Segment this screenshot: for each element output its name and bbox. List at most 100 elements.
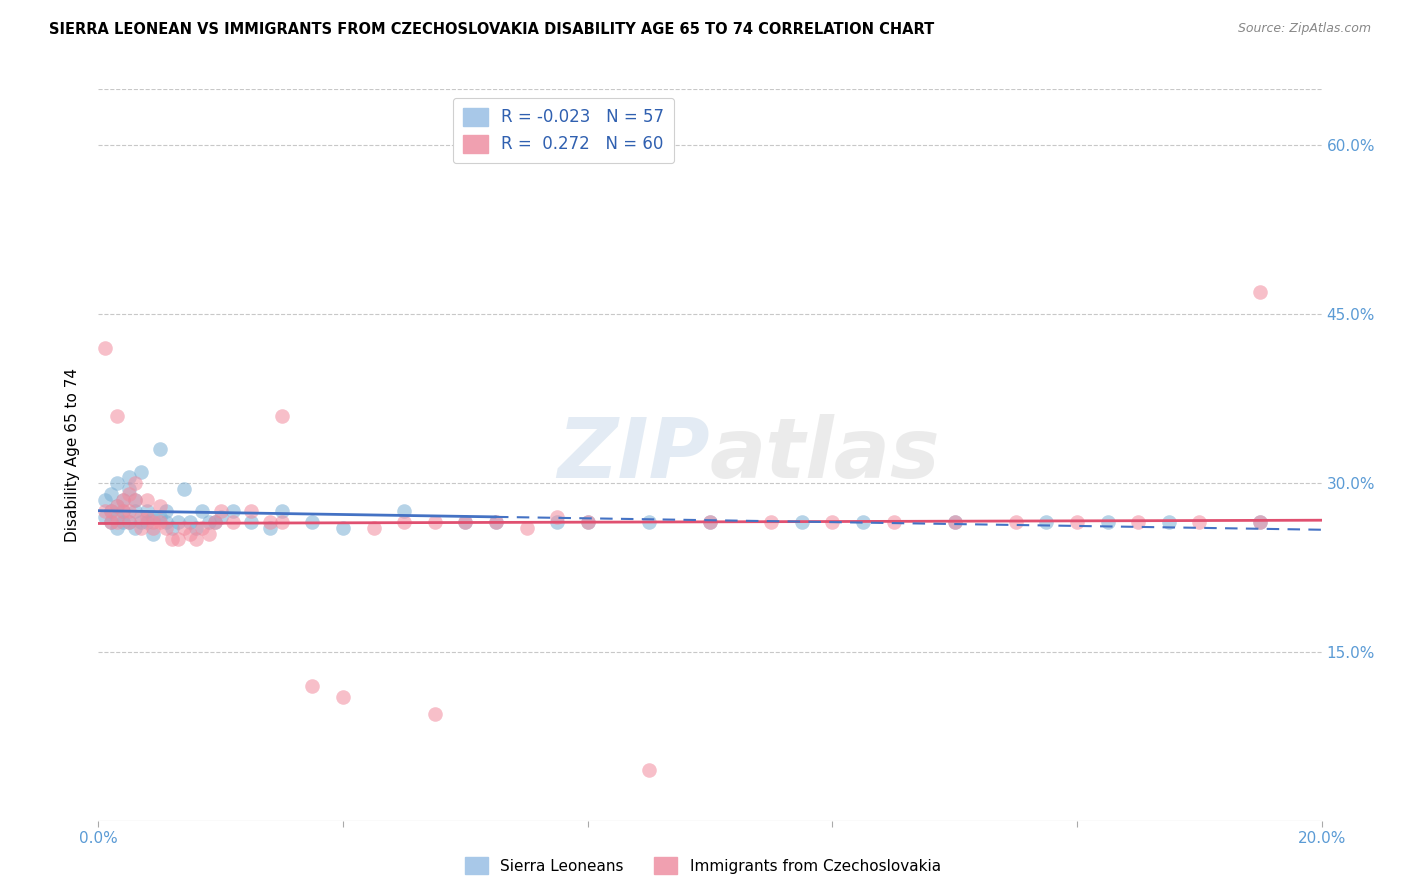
Point	[186, 533, 208, 547]
Point	[191, 521, 214, 535]
Point	[167, 533, 190, 547]
Point	[155, 516, 177, 530]
Point	[197, 526, 219, 541]
Y-axis label: Disability Age 65 to 74: Disability Age 65 to 74	[65, 368, 80, 542]
Point	[270, 516, 292, 530]
Point	[392, 516, 416, 530]
Point	[100, 504, 122, 518]
Point	[576, 516, 599, 530]
Point	[1097, 516, 1119, 530]
Point	[93, 504, 115, 518]
Point	[363, 521, 385, 535]
Point	[105, 409, 128, 423]
Point	[759, 516, 782, 530]
Point	[111, 504, 134, 518]
Point	[160, 533, 183, 547]
Point	[100, 516, 122, 530]
Point	[301, 679, 323, 693]
Point	[149, 442, 172, 457]
Point	[118, 470, 141, 484]
Point	[100, 504, 122, 518]
Text: SIERRA LEONEAN VS IMMIGRANTS FROM CZECHOSLOVAKIA DISABILITY AGE 65 TO 74 CORRELA: SIERRA LEONEAN VS IMMIGRANTS FROM CZECHO…	[49, 22, 935, 37]
Point	[332, 521, 354, 535]
Point	[699, 516, 721, 530]
Point	[118, 504, 141, 518]
Point	[852, 516, 875, 530]
Legend: R = -0.023   N = 57, R =  0.272   N = 60: R = -0.023 N = 57, R = 0.272 N = 60	[453, 97, 673, 163]
Point	[943, 516, 966, 530]
Point	[142, 509, 165, 524]
Point	[136, 492, 159, 507]
Point	[136, 509, 159, 524]
Text: atlas: atlas	[710, 415, 941, 495]
Point	[270, 504, 292, 518]
Point	[1004, 516, 1026, 530]
Point	[270, 409, 292, 423]
Point	[111, 516, 134, 530]
Point	[111, 492, 134, 507]
Text: Source: ZipAtlas.com: Source: ZipAtlas.com	[1237, 22, 1371, 36]
Point	[124, 476, 146, 491]
Point	[546, 516, 568, 530]
Point	[209, 504, 232, 518]
Point	[155, 521, 177, 535]
Point	[222, 516, 245, 530]
Text: ZIP: ZIP	[557, 415, 710, 495]
Point	[105, 476, 128, 491]
Point	[136, 504, 159, 518]
Point	[118, 487, 141, 501]
Point	[93, 492, 115, 507]
Point	[142, 521, 165, 535]
Point	[301, 516, 323, 530]
Point	[105, 499, 128, 513]
Point	[1249, 285, 1271, 299]
Point	[1188, 516, 1211, 530]
Point	[191, 504, 214, 518]
Point	[240, 516, 263, 530]
Point	[118, 516, 141, 530]
Point	[1249, 516, 1271, 530]
Point	[485, 516, 508, 530]
Point	[129, 516, 152, 530]
Point	[222, 504, 245, 518]
Point	[546, 509, 568, 524]
Point	[100, 487, 122, 501]
Point	[485, 516, 508, 530]
Point	[516, 521, 538, 535]
Point	[173, 521, 195, 535]
Point	[129, 521, 152, 535]
Point	[149, 509, 172, 524]
Point	[699, 516, 721, 530]
Point	[142, 516, 165, 530]
Point	[124, 492, 146, 507]
Point	[179, 516, 201, 530]
Point	[332, 690, 354, 704]
Point	[129, 509, 152, 524]
Point	[173, 482, 195, 496]
Point	[423, 706, 446, 721]
Point	[790, 516, 813, 530]
Point	[883, 516, 905, 530]
Point	[111, 492, 134, 507]
Point	[118, 516, 141, 530]
Point	[204, 516, 226, 530]
Point	[240, 504, 263, 518]
Point	[105, 499, 128, 513]
Point	[454, 516, 477, 530]
Point	[142, 526, 165, 541]
Point	[105, 516, 128, 530]
Point	[149, 516, 172, 530]
Point	[136, 516, 159, 530]
Point	[1128, 516, 1150, 530]
Point	[197, 516, 219, 530]
Point	[1249, 516, 1271, 530]
Point	[392, 504, 416, 518]
Point	[423, 516, 446, 530]
Point	[111, 504, 134, 518]
Point	[124, 492, 146, 507]
Point	[105, 509, 128, 524]
Point	[209, 509, 232, 524]
Point	[160, 521, 183, 535]
Point	[129, 465, 152, 479]
Point	[124, 521, 146, 535]
